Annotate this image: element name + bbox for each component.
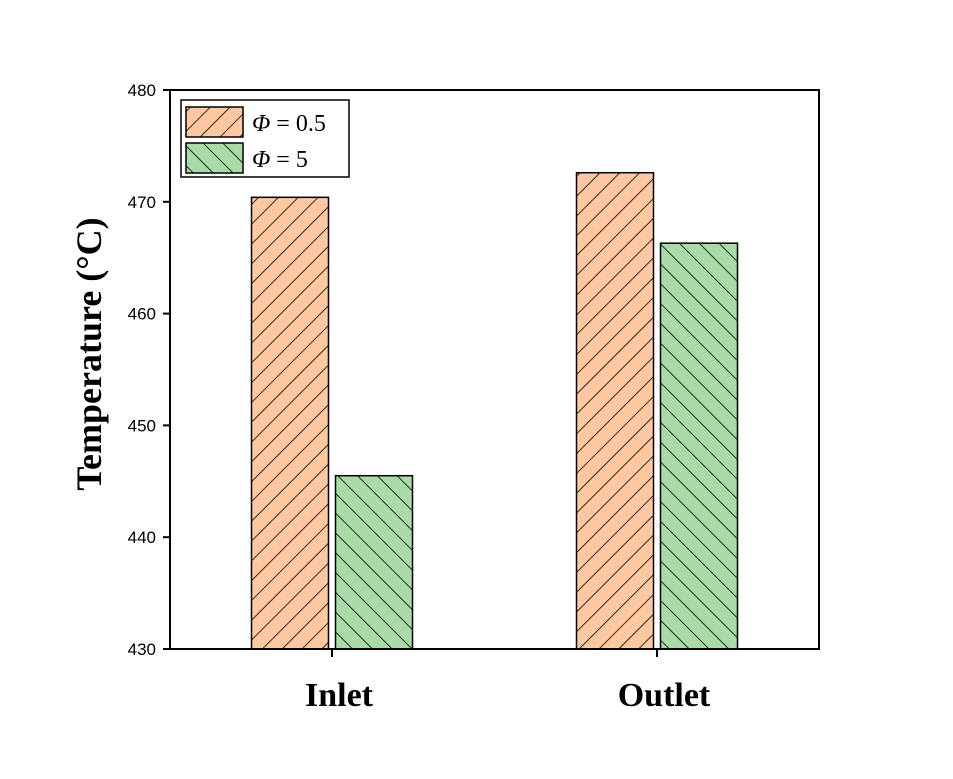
y-axis-ticks: 430 440 450 460 470 480 xyxy=(128,81,170,659)
bar-inlet-series-2 xyxy=(334,474,414,650)
legend-swatch-series-1 xyxy=(185,106,244,138)
plot-frame xyxy=(169,89,820,650)
y-tick-label: 430 xyxy=(128,640,156,659)
x-tick-label-inlet: Inlet xyxy=(305,677,374,714)
bar-outlet-series-1 xyxy=(575,171,655,650)
y-tick-label: 480 xyxy=(128,81,156,100)
legend-label-series-2: Φ = 5 xyxy=(252,147,308,173)
bar-inlet-series-1 xyxy=(250,196,330,650)
legend: Φ = 0.5 Φ = 5 xyxy=(180,99,350,178)
bars-group xyxy=(250,171,739,650)
legend-swatch-series-2 xyxy=(185,142,244,174)
x-tick-label-outlet: Outlet xyxy=(618,677,711,714)
bar-outlet-series-2 xyxy=(659,242,739,650)
y-tick-label: 440 xyxy=(128,528,156,547)
y-tick-label: 460 xyxy=(128,305,156,324)
y-tick-label: 450 xyxy=(128,416,156,435)
x-axis-ticks: Inlet Outlet xyxy=(305,649,711,714)
y-tick-label: 470 xyxy=(128,193,156,212)
legend-label-series-1: Φ = 0.5 xyxy=(252,111,326,137)
y-axis-title: Temperature (°C) xyxy=(69,217,109,490)
